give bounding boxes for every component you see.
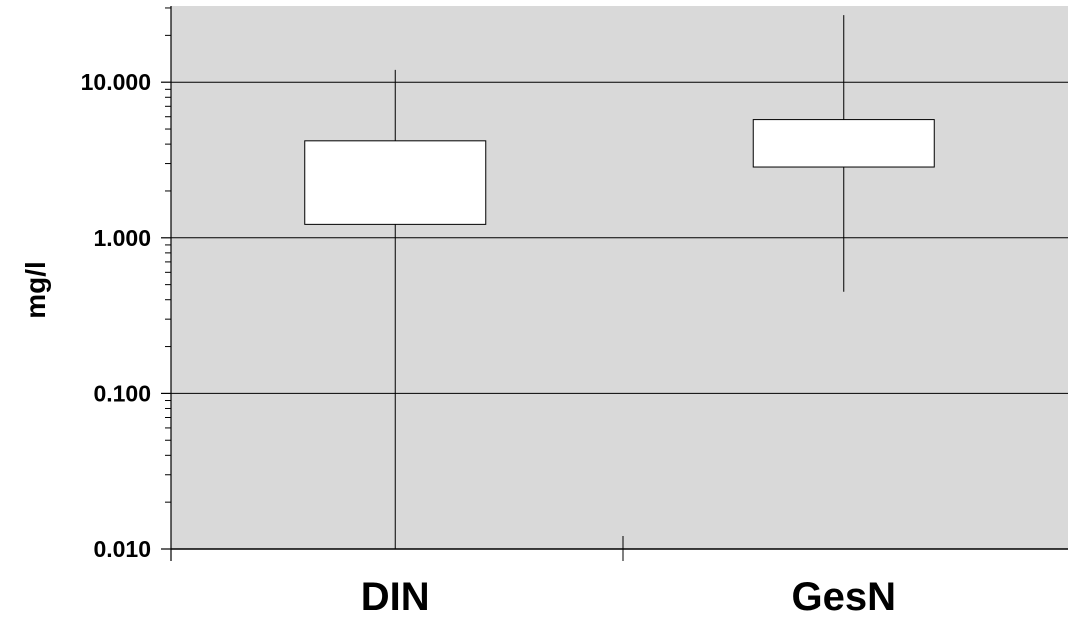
y-axis-title: mg/l — [20, 261, 51, 319]
grid-lines — [171, 81, 1068, 394]
x-category-label: GesN — [792, 575, 897, 619]
plot-area — [171, 6, 1068, 549]
box-gesn — [752, 119, 935, 168]
y-tick-label: 0.100 — [93, 380, 151, 406]
y-tick-label: 1.000 — [93, 225, 151, 251]
y-tick-label: 0.010 — [93, 536, 151, 562]
box-din — [304, 140, 487, 225]
boxes — [304, 119, 935, 225]
y-tick-labels: 0.010 0.100 1.000 10.000 — [81, 69, 151, 562]
y-tick-label: 10.000 — [81, 69, 151, 95]
x-category-labels: DIN GesN — [361, 575, 896, 619]
axes — [170, 6, 1068, 561]
minor-tick-marks — [161, 7, 171, 550]
x-category-label: DIN — [361, 575, 430, 619]
